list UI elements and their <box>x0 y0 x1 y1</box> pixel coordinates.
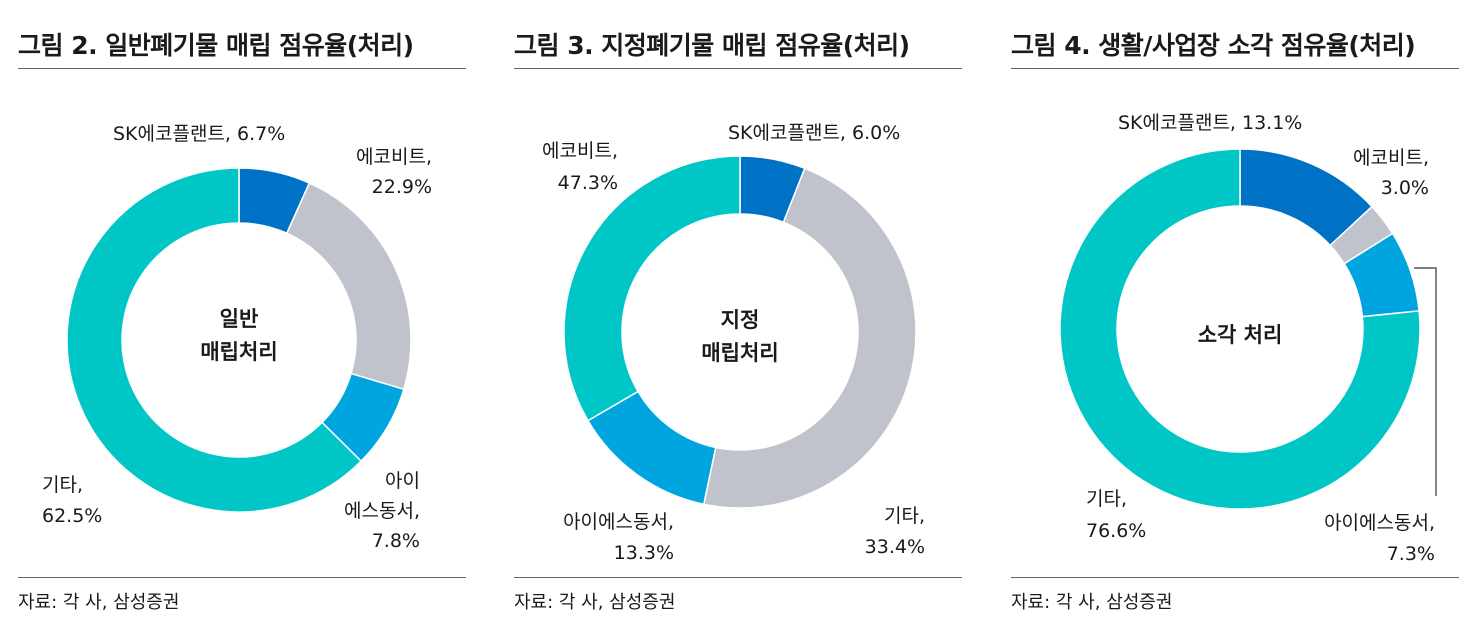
slice-기타 <box>563 155 741 422</box>
source-divider <box>514 577 962 578</box>
slice-에코비트 <box>702 167 917 509</box>
donut-chart: SK에코플랜트, 6.7% 에코비트, 22.9% 아이 에스동서, 7.8% 기타, 62.… <box>42 123 432 552</box>
chart-title: 그림 3. 지정폐기물 매립 점유율(처리) <box>514 31 910 60</box>
title-divider <box>1011 68 1459 69</box>
chart-panel-incineration: 그림 4. 생활/사업장 소각 점유율(처리) SK에코플랜트, 13.1% 에코… <box>1011 0 1459 628</box>
data-label-sk에코플랜트: SK에코플랜트, 6.7% <box>113 123 285 145</box>
leader-line <box>1414 267 1437 496</box>
source-divider <box>18 577 466 578</box>
data-label-기타: 기타, 33.4% <box>865 505 925 558</box>
data-label-기타: 기타, 62.5% <box>42 474 102 527</box>
chart-title: 그림 2. 일반폐기물 매립 점유율(처리) <box>18 31 414 60</box>
center-label: 소각 처리 <box>1198 323 1283 347</box>
data-label-sk에코플랜트: SK에코플랜트, 13.1% <box>1118 112 1302 134</box>
donut-chart: SK에코플랜트, 6.0% 에코비트, 47.3% 아이에스동서, 13.3% 기타, 33… <box>542 122 925 564</box>
data-label-기타: 기타, 76.6% <box>1086 488 1146 542</box>
data-label-에코비트: 에코비트, 47.3% <box>542 140 618 194</box>
center-label: 일반 매립처리 <box>200 307 277 364</box>
chart-title: 그림 4. 생활/사업장 소각 점유율(처리) <box>1011 31 1416 60</box>
slice-기타 <box>66 167 363 513</box>
source-note: 자료: 각 사, 삼성증권 <box>1011 592 1173 613</box>
title-divider <box>514 68 962 69</box>
title-divider <box>18 68 466 69</box>
source-divider <box>1011 577 1459 578</box>
chart-panel-general-landfill: 그림 2. 일반폐기물 매립 점유율(처리) SK에코플랜트, 6.7% 에코비트… <box>18 0 466 628</box>
data-label-에코비트: 에코비트, 22.9% <box>356 146 432 198</box>
data-label-에코비트: 에코비트, 3.0% <box>1353 147 1429 199</box>
data-label-sk에코플랜트: SK에코플랜트, 6.0% <box>728 122 900 144</box>
data-label-아이에스동서: 아이 에스동서, 7.8% <box>344 470 420 552</box>
slice-기타 <box>1059 148 1421 510</box>
chart-panel-designated-landfill: 그림 3. 지정폐기물 매립 점유율(처리) SK에코플랜트, 6.0% 에코비트… <box>514 0 962 628</box>
data-label-아이에스동서: 아이에스동서, 7.3% <box>1324 512 1435 565</box>
data-label-아이에스동서: 아이에스동서, 13.3% <box>563 511 674 564</box>
slice-에코비트 <box>285 182 412 391</box>
source-note: 자료: 각 사, 삼성증권 <box>514 592 676 613</box>
source-note: 자료: 각 사, 삼성증권 <box>18 592 180 613</box>
donut-chart: SK에코플랜트, 13.1% 에코비트, 3.0% 아이에스동서, 7.3% 기타, 76.… <box>1059 112 1437 565</box>
center-label: 지정 매립처리 <box>701 308 778 365</box>
